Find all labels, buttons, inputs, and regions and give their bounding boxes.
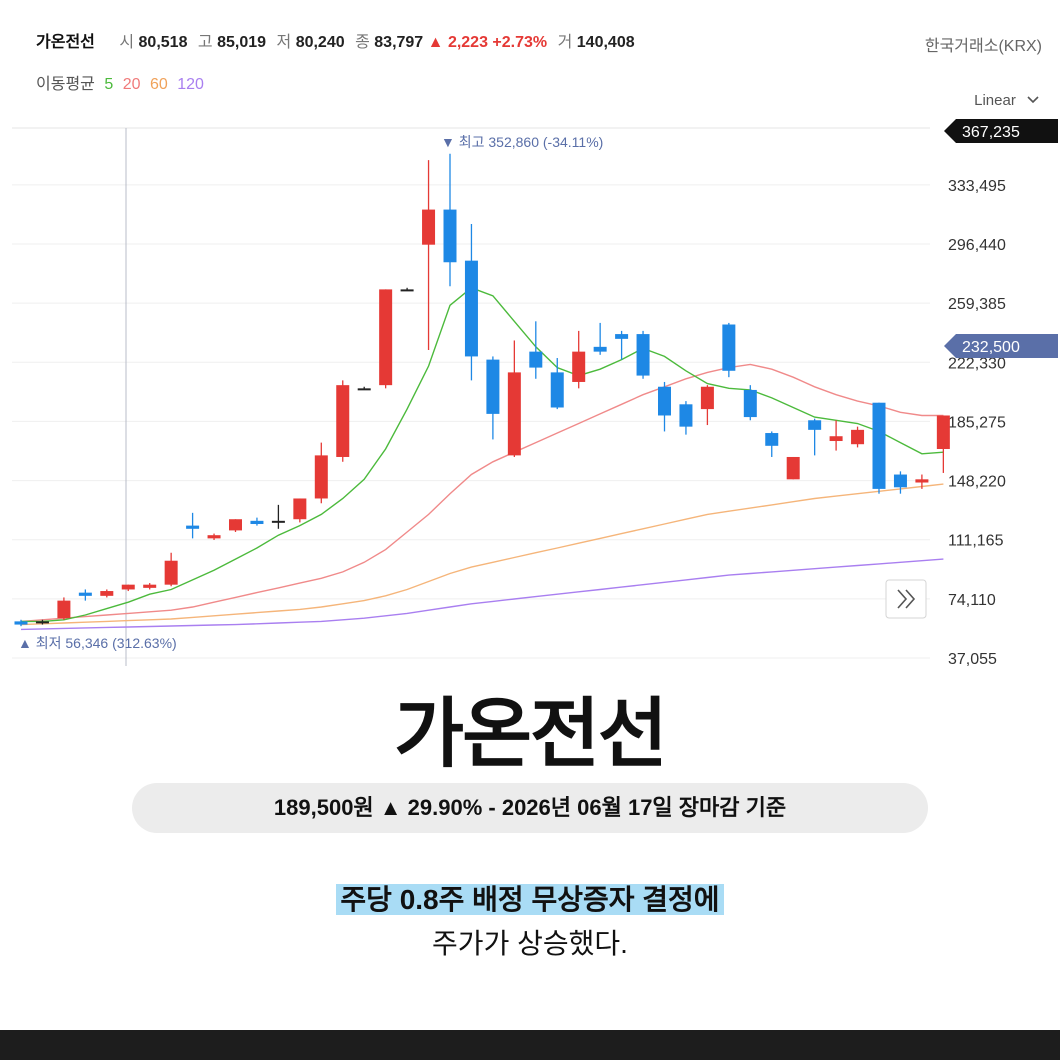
candle-body — [164, 560, 178, 585]
candle-body — [893, 474, 907, 488]
high-label: 고 — [197, 34, 213, 51]
candle-body — [658, 386, 671, 416]
candle-body — [915, 479, 929, 483]
candle-body — [14, 621, 28, 625]
open-label: 시 — [119, 34, 135, 51]
candle-body — [572, 351, 586, 382]
ma120-line — [20, 558, 944, 631]
news-highlight: 주당 0.8주 배정 무상증자 결정에 — [336, 884, 724, 915]
double-chevron-right-icon — [897, 589, 916, 609]
high-marker: ▼ 최고 352,860 (-34.11%) — [441, 134, 603, 150]
candle-body — [786, 456, 800, 480]
y-tick-label: 222,330 — [948, 355, 1006, 372]
candle-body — [314, 455, 328, 499]
low-label: 저 — [276, 34, 292, 51]
close-label: 종 — [355, 34, 370, 51]
candle-body — [636, 334, 650, 376]
current-price-tag-bg — [944, 334, 1058, 359]
candle-body — [851, 429, 865, 445]
candle-body — [443, 209, 457, 263]
ma20-legend[interactable]: 20 — [122, 76, 141, 93]
low-marker: ▲ 최저 56,346 (312.63%) — [18, 635, 177, 651]
price-summary: 189,500원 ▲ 29.90% - 2026년 06월 17일 장마감 기준 — [132, 783, 928, 833]
chevron-down-icon — [1027, 96, 1039, 104]
volume-value: 140,408 — [576, 34, 635, 51]
candle-body — [78, 592, 92, 596]
candle-body — [271, 520, 285, 523]
candle-body — [464, 260, 478, 357]
close-value: 83,797 — [374, 34, 424, 51]
ma60-line — [20, 483, 944, 626]
stock-info-bar: 가온전선 시 80,518 고 85,019 저 80,240 종 83,797… — [36, 28, 635, 52]
candle-body — [743, 389, 757, 418]
ma120-legend[interactable]: 120 — [177, 76, 204, 93]
candle-body — [100, 591, 114, 596]
candle-body — [486, 359, 500, 414]
ma20-line — [20, 363, 944, 623]
ma-legend-label: 이동평균 — [36, 76, 95, 93]
y-tick-label: 259,385 — [948, 296, 1006, 313]
candle-body — [143, 584, 157, 588]
candle-body — [593, 346, 607, 352]
news-description: 주당 0.8주 배정 무상증자 결정에 주가가 상승했다. — [0, 878, 1060, 962]
volume-label: 거 — [557, 34, 573, 51]
candle-body — [357, 388, 371, 391]
exchange-label: 한국거래소(KRX) — [924, 38, 1042, 55]
y-tick-label: 148,220 — [948, 474, 1006, 491]
candle-body — [808, 420, 822, 430]
y-tick-label: 37,055 — [948, 651, 997, 668]
candle-body — [422, 209, 436, 245]
candle-body — [379, 289, 393, 386]
candle-body — [507, 372, 521, 456]
scale-mode-label: Linear — [974, 92, 1016, 109]
candle-body — [872, 402, 886, 489]
ma-legend: 이동평균 5 20 60 120 — [36, 70, 204, 94]
news-line2: 주가가 상승했다. — [432, 928, 628, 959]
candle-body — [722, 324, 736, 371]
y-tick-label: 296,440 — [948, 237, 1006, 254]
current-price-tag: 232,500 — [962, 339, 1020, 356]
footer-bar — [0, 1030, 1060, 1060]
candle-body — [936, 415, 950, 449]
candle-body — [700, 386, 714, 410]
candlestick-chart[interactable]: 37,055 74,110 111,165 148,220 185,275 222,330… — [0, 110, 1060, 670]
candle-body — [207, 535, 221, 539]
candle-body — [57, 600, 71, 619]
top-price-tag-bg — [944, 119, 1058, 143]
stock-name: 가온전선 — [36, 34, 95, 51]
candle-body — [679, 404, 693, 427]
candle-body — [615, 334, 629, 339]
ma60-legend[interactable]: 60 — [149, 76, 168, 93]
candle-body — [765, 433, 779, 446]
y-tick-label: 333,495 — [948, 178, 1006, 195]
scale-mode-select[interactable]: Linear — [974, 92, 1040, 109]
candle-body — [829, 436, 843, 442]
candle-body — [550, 372, 564, 408]
open-value: 80,518 — [138, 34, 188, 51]
y-tick-label: 111,165 — [948, 533, 1004, 550]
candle-body — [250, 520, 264, 525]
candle-body — [35, 621, 49, 624]
ma5-line — [21, 287, 944, 623]
candle-body — [400, 289, 414, 292]
high-value: 85,019 — [217, 34, 267, 51]
candle-body — [293, 498, 307, 520]
low-value: 80,240 — [295, 34, 345, 51]
candle-body — [336, 385, 350, 457]
candle-body — [529, 351, 543, 368]
ma5-legend[interactable]: 5 — [104, 76, 114, 93]
candle-body — [186, 525, 200, 529]
y-tick-label: 74,110 — [948, 592, 996, 609]
change-value: ▲ 2,223 +2.73% — [427, 34, 548, 51]
y-tick-label: 185,275 — [948, 414, 1006, 431]
stock-title: 가온전선 — [394, 692, 668, 777]
candle-body — [121, 584, 135, 590]
candle-body — [229, 519, 242, 531]
top-price-tag: 367,235 — [962, 124, 1020, 141]
